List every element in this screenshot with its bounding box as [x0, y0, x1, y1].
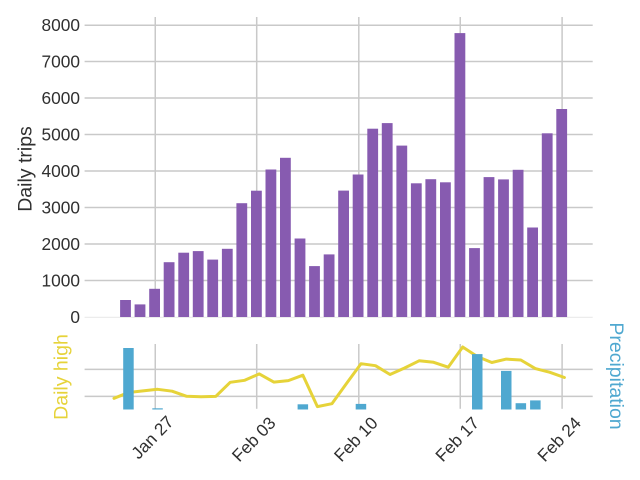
svg-text:3000: 3000 [42, 197, 80, 217]
svg-text:7000: 7000 [42, 51, 80, 71]
svg-text:0: 0 [70, 307, 80, 327]
svg-text:4000: 4000 [42, 161, 80, 181]
svg-text:Daily high: Daily high [51, 334, 73, 420]
svg-text:6000: 6000 [42, 88, 80, 108]
svg-text:Precipitation: Precipitation [605, 322, 627, 429]
svg-text:1000: 1000 [42, 270, 80, 290]
svg-text:2000: 2000 [42, 234, 80, 254]
svg-text:8000: 8000 [42, 15, 80, 35]
svg-text:Daily trips: Daily trips [15, 126, 37, 212]
svg-text:5000: 5000 [42, 124, 80, 144]
